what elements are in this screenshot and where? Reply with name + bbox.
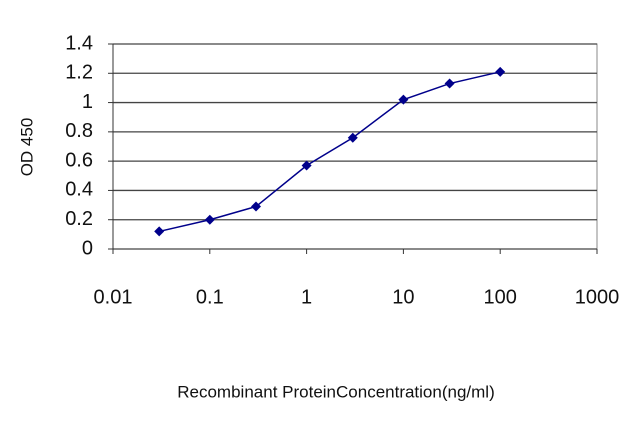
y-tick-label: 0.4 <box>65 179 93 201</box>
marker <box>347 132 358 143</box>
marker <box>444 78 455 89</box>
y-axis-label: OD 450 <box>17 118 36 177</box>
x-tick-label: 1 <box>301 286 312 308</box>
marker <box>250 201 261 212</box>
y-tick-label: 0 <box>82 237 93 259</box>
x-tick-label: 10 <box>392 286 414 308</box>
y-tick-label: 0.2 <box>65 208 93 230</box>
x-tick-label: 0.1 <box>196 286 224 308</box>
marker <box>495 66 506 77</box>
y-tick-label: 0.6 <box>65 149 93 171</box>
x-tick-label: 0.01 <box>94 286 133 308</box>
marker <box>301 160 312 171</box>
marker <box>398 94 409 105</box>
y-tick-label: 1.4 <box>65 32 93 54</box>
y-tick-label: 1 <box>82 91 93 113</box>
series-line <box>159 71 501 233</box>
y-tick-label: 1.2 <box>65 62 93 84</box>
plot-area <box>112 43 598 250</box>
marker <box>204 214 215 225</box>
x-axis-label: Recombinant ProteinConcentration(ng/ml) <box>177 382 495 401</box>
x-tick-label: 100 <box>484 286 517 308</box>
y-tick-label: 0.8 <box>65 120 93 142</box>
marker <box>154 226 165 237</box>
x-tick-label: 1000 <box>575 286 620 308</box>
